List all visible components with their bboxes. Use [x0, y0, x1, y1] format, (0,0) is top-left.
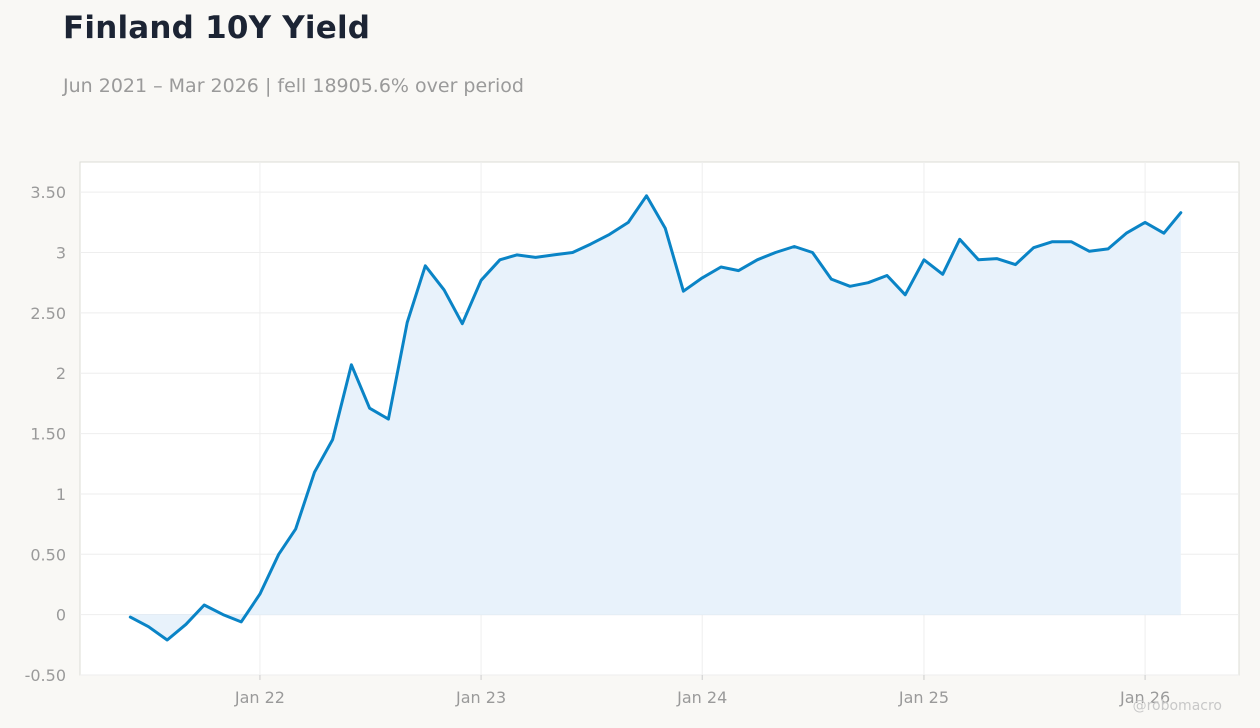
x-tick-label: Jan 25: [898, 688, 949, 707]
x-axis: Jan 22 Jan 23 Jan 24 Jan 25 Jan 26: [234, 675, 1170, 707]
y-tick-label: 2.50: [30, 304, 66, 323]
y-tick-label: 3: [56, 244, 66, 263]
chart-title: Finland 10Y Yield: [63, 10, 371, 46]
y-tick-label: 0: [56, 606, 66, 625]
x-tick-label: Jan 23: [455, 688, 506, 707]
x-tick-label: Jan 24: [676, 688, 727, 707]
y-tick-label: 1.50: [30, 425, 66, 444]
y-tick-label: -0.50: [25, 666, 66, 685]
y-tick-label: 1: [56, 485, 66, 504]
y-axis: -0.50 0 0.50 1 1.50 2 2.50 3 3.50: [25, 183, 66, 685]
y-tick-label: 0.50: [30, 545, 66, 564]
yield-area-fill: [130, 195, 1181, 641]
x-tick-label: Jan 22: [234, 688, 285, 707]
watermark: @robomacro: [1133, 698, 1222, 714]
y-tick-label: 3.50: [30, 183, 66, 202]
y-tick-label: 2: [56, 364, 66, 383]
x-tick-label: Jan 26: [1119, 688, 1170, 707]
yield-line: [128, 194, 1183, 642]
chart-subtitle: Jun 2021 – Mar 2026 | fell 18905.6% over…: [63, 75, 524, 97]
